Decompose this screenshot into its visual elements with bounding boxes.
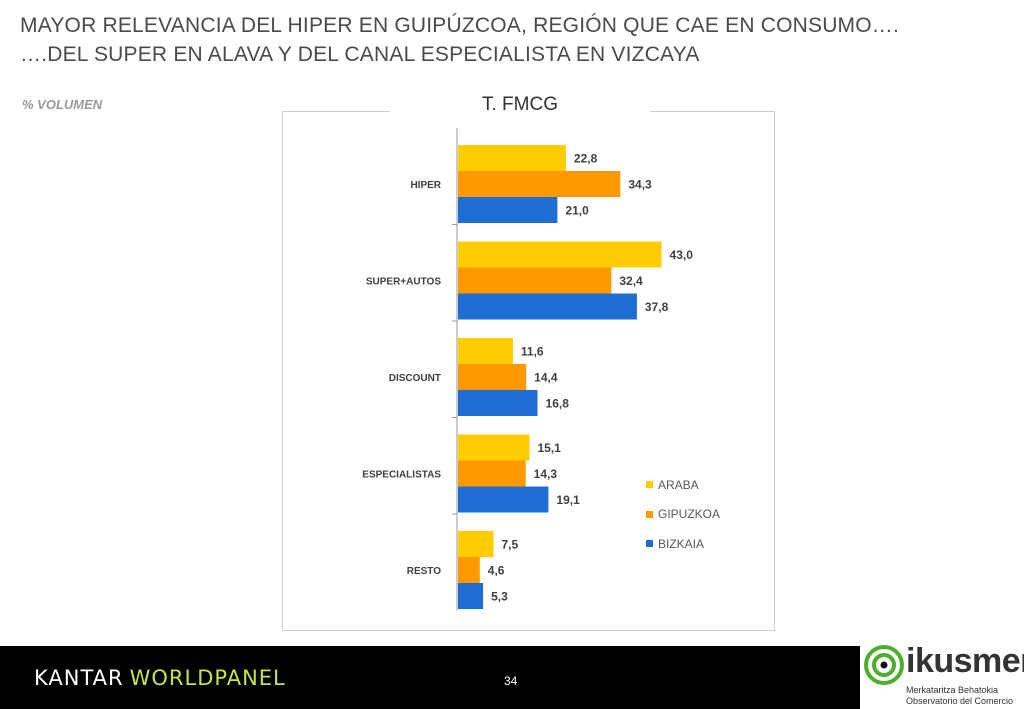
data-label: 16,8 [546,397,570,411]
data-label: 14,4 [534,371,558,385]
ikusmer-wordmark: ikusmer [906,642,1024,680]
category-label: HIPER [410,180,441,191]
page-title-line-1: MAYOR RELEVANCIA DEL HIPER EN GUIPÚZCOA,… [20,14,900,37]
bar-araba-4 [458,531,494,557]
page-number: 34 [504,674,518,688]
page-title-line-2: ….DEL SUPER EN ALAVA Y DEL CANAL ESPECIA… [20,43,700,66]
data-label: 21,0 [565,204,589,218]
data-label: 15,1 [537,441,561,455]
bar-bizkaia-4 [458,583,484,609]
data-label: 11,6 [521,345,544,359]
legend-item-bizkaia: BIZKAIA [646,529,720,559]
bar-bizkaia-0 [458,197,558,223]
bar-gipuzkoa-3 [458,460,526,487]
bar-araba-1 [458,241,662,268]
bar-bizkaia-3 [458,486,549,513]
data-label: 43,0 [670,248,694,262]
data-label: 19,1 [556,493,580,507]
legend-item-araba: ARABA [646,470,720,500]
kantar-worldpanel-logo: KANTAR WORLDPANEL [34,666,286,690]
category-label: DISCOUNT [389,373,441,384]
legend-label-gipuzkoa: GIPUZKOA [658,507,721,522]
chart-legend: ARABA GIPUZKOA BIZKAIA [646,470,720,559]
chart-title: T. FMCG [390,94,650,116]
legend-swatch-araba [646,481,653,489]
logo-subtitle-1: Merkataritza Behatokia [906,685,999,695]
legend-label-bizkaia: BIZKAIA [658,536,705,551]
legend-swatch-bizkaia [646,540,653,548]
data-label: 34,3 [628,178,652,192]
data-label: 7,5 [502,538,519,552]
bar-bizkaia-1 [458,293,637,320]
bar-araba-2 [458,338,513,364]
bar-gipuzkoa-0 [458,171,621,197]
bar-araba-0 [458,145,566,171]
legend-item-gipuzkoa: GIPUZKOA [646,500,720,530]
footer-bar: KANTAR WORLDPANEL 34 [0,646,1024,709]
bar-gipuzkoa-1 [458,267,612,294]
data-label: 37,8 [645,300,669,314]
category-label: RESTO [407,566,441,577]
data-label: 5,3 [491,590,508,604]
measure-subtitle: % VOLUMEN [22,97,103,112]
category-label: ESPECIALISTAS [362,470,441,481]
data-label: 22,8 [574,152,598,166]
legend-label-araba: ARABA [658,477,699,492]
legend-swatch-gipuzkoa [646,510,653,518]
data-label: 32,4 [619,274,643,288]
data-label: 4,6 [488,564,505,578]
bar-gipuzkoa-4 [458,557,480,583]
ikusmer-spiral-icon [864,645,904,685]
category-label: SUPER+AUTOS [366,277,441,288]
bar-araba-3 [458,434,530,461]
bar-gipuzkoa-2 [458,364,527,390]
brand-part-2: WORLDPANEL [129,666,286,690]
brand-part-1: KANTAR [34,666,124,690]
logo-subtitle-2: Observatorio del Comercio [906,696,1014,706]
ikusmer-logo: ikusmer Merkataritza Behatokia Observato… [860,640,1024,709]
bar-bizkaia-2 [458,390,538,416]
data-label: 14,3 [534,467,558,481]
